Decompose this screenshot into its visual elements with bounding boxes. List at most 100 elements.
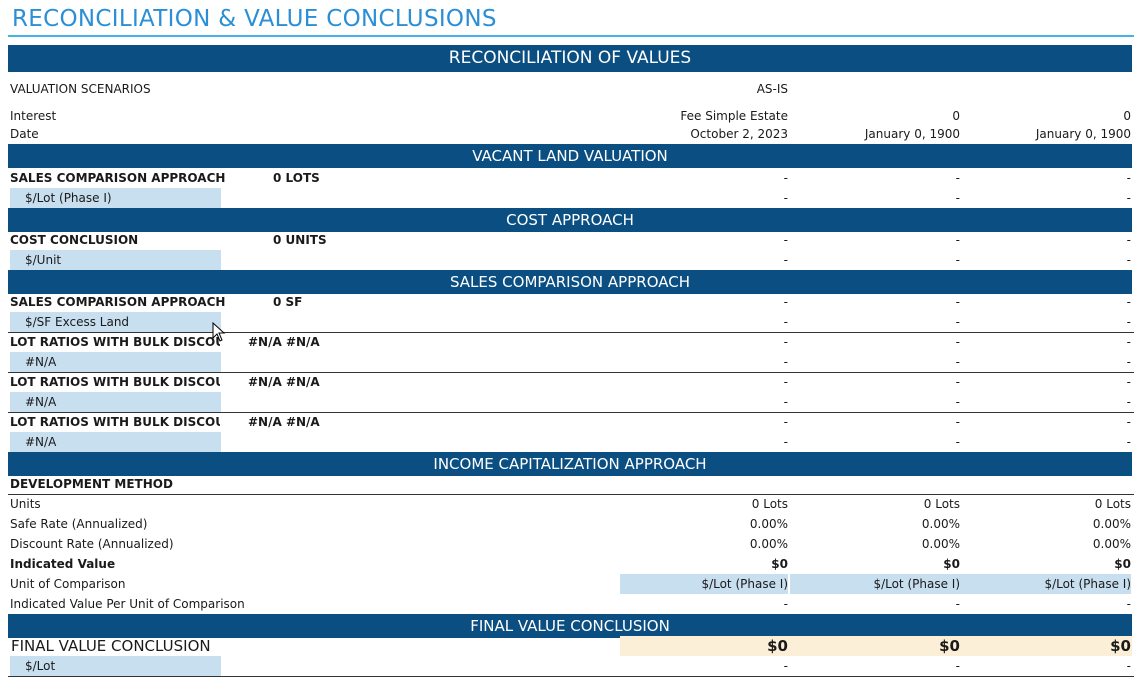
- lot-ratio-sub-v1[interactable]: -: [783, 435, 788, 449]
- vacant-land-v2[interactable]: -: [955, 171, 960, 185]
- interest-label: Interest: [10, 109, 57, 123]
- vacant-land-sub-v1[interactable]: -: [783, 191, 788, 205]
- income-v3[interactable]: 0.00%: [1092, 537, 1131, 551]
- vacant-land-sub-v2[interactable]: -: [955, 191, 960, 205]
- lot-ratio-sub-v2[interactable]: -: [955, 355, 960, 369]
- lot-ratio-sub-v3[interactable]: -: [1126, 355, 1131, 369]
- income-v3[interactable]: 0.00%: [1092, 517, 1131, 531]
- interest-col2[interactable]: 0: [952, 109, 960, 123]
- lot-ratio-v3[interactable]: -: [1126, 415, 1131, 429]
- lot-ratio-v1[interactable]: -: [783, 375, 788, 389]
- lot-ratio-qty[interactable]: #N/A #N/A: [248, 415, 320, 429]
- lot-ratio-sub-row: #N/A - - -: [8, 352, 1132, 372]
- sales-sub-v3[interactable]: -: [1126, 315, 1131, 329]
- income-row: Discount Rate (Annualized) 0.00% 0.00% 0…: [8, 534, 1132, 554]
- lot-ratio-v1[interactable]: -: [783, 335, 788, 349]
- vacant-land-label: SALES COMPARISON APPROACH: [10, 171, 226, 185]
- sales-v3[interactable]: -: [1126, 295, 1131, 309]
- cost-sub-v3[interactable]: -: [1126, 253, 1131, 267]
- value-per-unit-v1[interactable]: -: [783, 597, 788, 611]
- sales-v1[interactable]: -: [783, 295, 788, 309]
- income-v3[interactable]: 0 Lots: [1094, 497, 1131, 511]
- lot-ratio-sub-v3[interactable]: -: [1126, 395, 1131, 409]
- vacant-land-qty[interactable]: 0 LOTS: [273, 171, 320, 185]
- valuation-scenarios-label: VALUATION SCENARIOS: [10, 82, 151, 96]
- income-v2[interactable]: 0 Lots: [923, 497, 960, 511]
- value-per-unit-v2[interactable]: -: [955, 597, 960, 611]
- date-col3[interactable]: January 0, 1900: [1035, 127, 1131, 141]
- lot-ratio-sub-v2[interactable]: -: [955, 435, 960, 449]
- cost-sub-label[interactable]: $/Unit: [10, 250, 221, 270]
- lot-ratio-sub-v3[interactable]: -: [1126, 435, 1131, 449]
- lot-ratio-sub-v2[interactable]: -: [955, 395, 960, 409]
- unit-of-comparison-v1[interactable]: $/Lot (Phase I): [620, 574, 788, 594]
- lot-ratio-sub-label[interactable]: #N/A: [10, 352, 221, 372]
- cost-v1[interactable]: -: [783, 233, 788, 247]
- date-col2[interactable]: January 0, 1900: [864, 127, 960, 141]
- final-value-v2[interactable]: $0: [939, 637, 960, 655]
- sales-label: SALES COMPARISON APPROACH: [10, 295, 226, 309]
- lot-ratio-sub-v1[interactable]: -: [783, 355, 788, 369]
- indicated-value-v1[interactable]: $0: [771, 557, 788, 571]
- lot-ratio-sub-label[interactable]: #N/A: [10, 392, 221, 412]
- sales-sub-v2[interactable]: -: [955, 315, 960, 329]
- final-value-v3[interactable]: $0: [1110, 637, 1131, 655]
- vacant-land-banner: VACANT LAND VALUATION: [8, 144, 1132, 168]
- sales-v2[interactable]: -: [955, 295, 960, 309]
- lot-ratio-v2[interactable]: -: [955, 415, 960, 429]
- cost-sub-v1[interactable]: -: [783, 253, 788, 267]
- final-value-highlight: [620, 636, 1132, 656]
- unit-of-comparison-v2[interactable]: $/Lot (Phase I): [790, 574, 960, 594]
- income-v2[interactable]: 0.00%: [921, 517, 960, 531]
- cost-qty[interactable]: 0 UNITS: [273, 233, 327, 247]
- interest-col1[interactable]: Fee Simple Estate: [680, 109, 788, 123]
- income-v2[interactable]: 0.00%: [921, 537, 960, 551]
- income-v1[interactable]: 0.00%: [749, 517, 788, 531]
- cost-approach-banner: COST APPROACH: [8, 208, 1132, 232]
- reconciliation-banner: RECONCILIATION OF VALUES: [8, 45, 1132, 72]
- cost-sub-row: $/Unit - - -: [8, 250, 1132, 270]
- sales-comparison-banner: SALES COMPARISON APPROACH: [8, 270, 1132, 294]
- scenario-as-is[interactable]: AS-IS: [756, 82, 788, 96]
- vacant-land-v1[interactable]: -: [783, 171, 788, 185]
- vacant-land-v3[interactable]: -: [1126, 171, 1131, 185]
- value-per-unit-v3[interactable]: -: [1126, 597, 1131, 611]
- sales-qty[interactable]: 0 SF: [273, 295, 303, 309]
- sales-sub-label[interactable]: $/SF Excess Land: [10, 312, 221, 332]
- final-value-v1[interactable]: $0: [767, 637, 788, 655]
- income-v1[interactable]: 0 Lots: [751, 497, 788, 511]
- lot-ratio-v2[interactable]: -: [955, 335, 960, 349]
- development-method-row: DEVELOPMENT METHOD: [8, 474, 1132, 494]
- vacant-land-sub-label[interactable]: $/Lot (Phase I): [10, 188, 221, 208]
- unit-of-comparison-v3[interactable]: $/Lot (Phase I): [960, 574, 1131, 594]
- lot-ratio-v1[interactable]: -: [783, 415, 788, 429]
- vacant-land-sub-v3[interactable]: -: [1126, 191, 1131, 205]
- lot-ratio-label: LOT RATIOS WITH BULK DISCOUNT: [10, 415, 220, 429]
- divider: [8, 412, 1134, 413]
- final-sub-v3[interactable]: -: [1126, 659, 1131, 673]
- lot-ratio-v3[interactable]: -: [1126, 335, 1131, 349]
- date-col1[interactable]: October 2, 2023: [690, 127, 788, 141]
- sales-sub-v1[interactable]: -: [783, 315, 788, 329]
- income-row-label: Discount Rate (Annualized): [10, 537, 174, 551]
- lot-ratio-qty[interactable]: #N/A #N/A: [248, 375, 320, 389]
- lot-ratio-v3[interactable]: -: [1126, 375, 1131, 389]
- final-sub-label[interactable]: $/Lot: [10, 656, 221, 676]
- lot-ratio-v2[interactable]: -: [955, 375, 960, 389]
- final-sub-v2[interactable]: -: [955, 659, 960, 673]
- income-row: Safe Rate (Annualized) 0.00% 0.00% 0.00%: [8, 514, 1132, 534]
- lot-ratio-qty[interactable]: #N/A #N/A: [248, 335, 320, 349]
- lot-ratio-sub-row: #N/A - - -: [8, 432, 1132, 452]
- cost-sub-v2[interactable]: -: [955, 253, 960, 267]
- income-v1[interactable]: 0.00%: [749, 537, 788, 551]
- lot-ratio-sub-v1[interactable]: -: [783, 395, 788, 409]
- indicated-value-v2[interactable]: $0: [943, 557, 960, 571]
- indicated-value-v3[interactable]: $0: [1114, 557, 1131, 571]
- cost-v2[interactable]: -: [955, 233, 960, 247]
- lot-ratio-sub-label[interactable]: #N/A: [10, 432, 221, 452]
- mouse-pointer-icon: [212, 322, 226, 342]
- sales-sub-row: $/SF Excess Land - - -: [8, 312, 1132, 332]
- cost-v3[interactable]: -: [1126, 233, 1131, 247]
- interest-col3[interactable]: 0: [1123, 109, 1131, 123]
- final-sub-v1[interactable]: -: [783, 659, 788, 673]
